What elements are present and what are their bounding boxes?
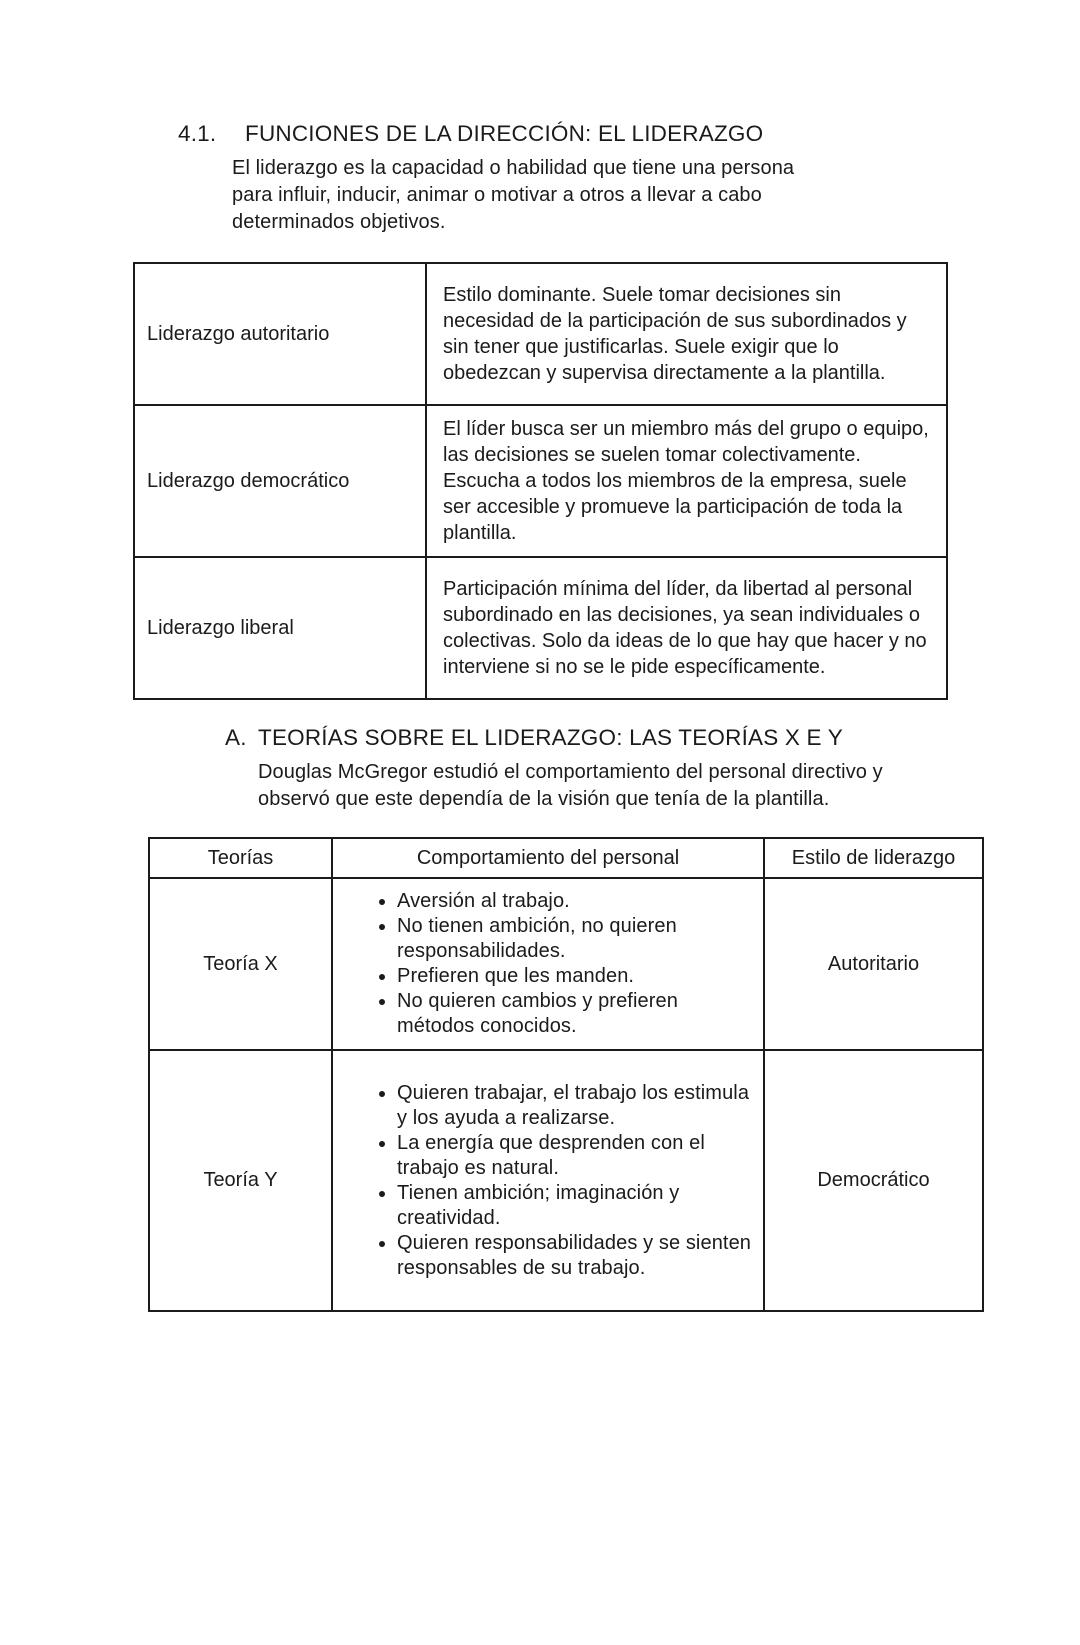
subsection-heading: A. TEORÍAS SOBRE EL LIDERAZGO: LAS TEORÍ… (225, 724, 1080, 752)
leadership-style-name: Liderazgo liberal (133, 556, 427, 700)
leadership-style-result: Democrático (763, 1049, 984, 1312)
leadership-style-description: Estilo dominante. Suele tomar decisiones… (425, 262, 948, 406)
table-row: Liderazgo democrático El líder busca ser… (133, 404, 948, 558)
theory-name: Teoría Y (148, 1049, 333, 1312)
behavior-item: Quieren responsabilidades y se sienten r… (397, 1231, 753, 1281)
behavior-item: No tienen ambición, no quieren responsab… (397, 914, 753, 964)
theories-table: Teorías Comportamiento del personal Esti… (148, 837, 984, 1312)
table-row: Liderazgo liberal Participación mínima d… (133, 556, 948, 700)
header-comportamiento: Comportamiento del personal (331, 837, 765, 879)
behavior-bullet-list: Quieren trabajar, el trabajo los estimul… (333, 1081, 753, 1281)
section-number: 4.1. (178, 121, 217, 146)
behavior-item: La energía que desprenden con el trabajo… (397, 1131, 753, 1181)
leadership-style-name: Liderazgo autoritario (133, 262, 427, 406)
behavior-item: No quieren cambios y prefieren métodos c… (397, 989, 753, 1039)
theory-behaviors-cell: Aversión al trabajo. No tienen ambición,… (331, 877, 765, 1051)
table-row-teoria-y: Teoría Y Quieren trabajar, el trabajo lo… (148, 1049, 984, 1312)
subsection-intro-paragraph: Douglas McGregor estudió el comportamien… (258, 761, 883, 810)
section-intro-paragraph: El liderazgo es la capacidad o habilidad… (232, 157, 795, 233)
behavior-bullet-list: Aversión al trabajo. No tienen ambición,… (333, 889, 753, 1039)
behavior-item: Quieren trabajar, el trabajo los estimul… (397, 1081, 753, 1131)
leadership-style-result: Autoritario (763, 877, 984, 1051)
table-row-teoria-x: Teoría X Aversión al trabajo. No tienen … (148, 877, 984, 1051)
theory-behaviors-cell: Quieren trabajar, el trabajo los estimul… (331, 1049, 765, 1312)
theory-name: Teoría X (148, 877, 333, 1051)
table-row: Liderazgo autoritario Estilo dominante. … (133, 262, 948, 406)
header-teorias: Teorías (148, 837, 333, 879)
leadership-style-description: El líder busca ser un miembro más del gr… (425, 404, 948, 558)
header-estilo: Estilo de liderazgo (763, 837, 984, 879)
subsection-letter: A. (225, 725, 247, 750)
leadership-style-description: Participación mínima del líder, da liber… (425, 556, 948, 700)
subsection-title: TEORÍAS SOBRE EL LIDERAZGO: LAS TEORÍAS … (258, 725, 844, 750)
leadership-style-name: Liderazgo democrático (133, 404, 427, 558)
table-header-row: Teorías Comportamiento del personal Esti… (148, 837, 984, 879)
document-page: 4.1. FUNCIONES DE LA DIRECCIÓN: EL LIDER… (0, 120, 1080, 1645)
behavior-item: Aversión al trabajo. (397, 889, 753, 914)
section-title: FUNCIONES DE LA DIRECCIÓN: EL LIDERAZGO (245, 121, 764, 146)
behavior-item: Tienen ambición; imaginación y creativid… (397, 1181, 753, 1231)
leadership-styles-table: Liderazgo autoritario Estilo dominante. … (133, 262, 948, 700)
section-heading: 4.1. FUNCIONES DE LA DIRECCIÓN: EL LIDER… (178, 120, 1080, 148)
behavior-item: Prefieren que les manden. (397, 964, 753, 989)
